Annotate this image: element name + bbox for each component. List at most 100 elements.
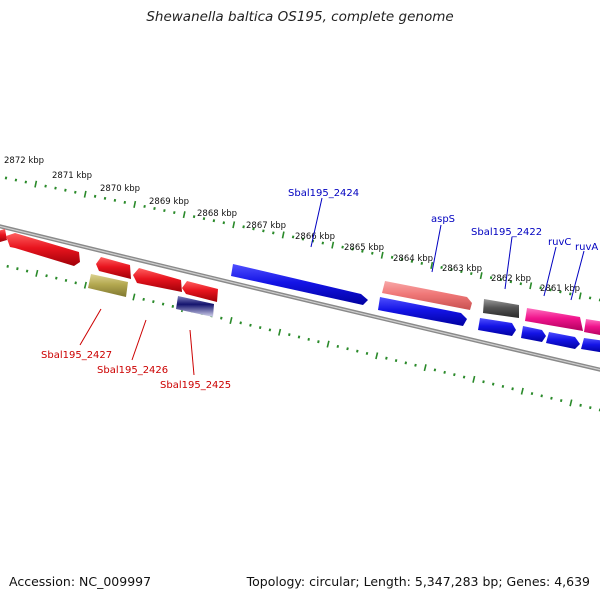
gene-label[interactable]: Sbal195_2425 (160, 380, 231, 391)
callout-line (310, 197, 323, 248)
gene-label[interactable]: ruvC (548, 237, 571, 248)
scale-tick-minor (288, 333, 291, 337)
scale-tick-minor (74, 281, 77, 285)
scale-tick-minor (291, 235, 295, 239)
scale-tick-minor (317, 340, 320, 344)
gene-feature-olive[interactable] (88, 274, 128, 297)
scale-tick-minor (301, 237, 305, 241)
scale-tick-minor (103, 196, 107, 200)
scale-tick-major (529, 282, 533, 290)
scale-tick-minor (450, 267, 453, 272)
gene-feature-blue[interactable] (521, 326, 546, 342)
scale-tick-minor (550, 396, 553, 400)
scale-tick-minor (262, 229, 265, 233)
scale-tick-minor (113, 198, 117, 202)
scale-tick-minor (460, 270, 463, 274)
scale-label: 2872 kbp (4, 156, 44, 166)
scale-tick-minor (6, 264, 9, 268)
callout-line (79, 308, 102, 346)
scale-ring-outer (4, 176, 600, 302)
scale-tick-major (232, 221, 236, 229)
scale-tick-minor (491, 382, 495, 386)
scale-tick-major (281, 231, 285, 239)
scale-tick-major (83, 190, 87, 198)
scale-tick-minor (462, 375, 466, 379)
scale-label: 2869 kbp (149, 197, 189, 207)
gene-label[interactable]: ruvA (575, 242, 598, 253)
scale-tick-minor (258, 326, 262, 330)
scale-tick-major (229, 317, 233, 324)
gene-feature-red[interactable] (96, 257, 131, 279)
scale-tick-minor (25, 269, 29, 273)
scale-tick-minor (311, 239, 315, 243)
scale-tick-minor (394, 359, 398, 363)
gene-feature-blue[interactable] (478, 318, 516, 336)
scale-tick-minor (220, 316, 223, 320)
scale-label: 2863 kbp (442, 264, 482, 274)
gene-feature-blue[interactable] (546, 332, 580, 349)
gene-feature-gray[interactable] (483, 299, 519, 318)
scale-tick-major (83, 281, 87, 289)
gene-label[interactable]: Sbal195_2424 (288, 188, 359, 199)
scale-tick-major (520, 387, 524, 395)
scale-tick-minor (351, 247, 354, 251)
accession-label: Accession: NC_009997 (9, 574, 152, 589)
scale-tick-minor (64, 278, 68, 282)
scale-tick-minor (509, 280, 513, 284)
scale-tick-minor (440, 265, 443, 269)
scale-tick-minor (152, 300, 155, 304)
gene-feature-ruva[interactable] (584, 319, 600, 336)
gene-feature-red[interactable] (182, 281, 218, 302)
scale-tick-minor (192, 215, 196, 219)
callout-line (570, 250, 585, 301)
scale-tick-minor (54, 186, 57, 190)
gene-label[interactable]: aspS (431, 214, 455, 225)
gene-feature-navy[interactable] (176, 296, 214, 317)
scale-label: 2870 kbp (100, 184, 140, 194)
scale-tick-minor (482, 380, 485, 384)
scale-tick-major (472, 375, 476, 383)
gene-feature-blue[interactable] (231, 264, 368, 305)
scale-tick-major (34, 180, 38, 188)
gene-feature-blue[interactable] (378, 297, 467, 326)
scale-tick-minor (202, 217, 206, 221)
scale-tick-major (430, 261, 434, 269)
scale-tick-minor (173, 211, 176, 215)
scale-tick-minor (336, 344, 340, 348)
scale-label: 2868 kbp (197, 209, 237, 219)
gene-label[interactable]: Sbal195_2427 (41, 350, 112, 361)
scale-tick-minor (242, 225, 245, 229)
scale-tick-minor (489, 276, 493, 280)
scale-tick-minor (559, 399, 563, 403)
scale-tick-minor (519, 282, 523, 286)
scale-tick-minor (297, 335, 301, 339)
gene-feature-red[interactable] (0, 229, 7, 242)
gene-feature-ruvc[interactable] (525, 308, 583, 331)
scale-tick-minor (74, 190, 77, 194)
scale-label: 2871 kbp (52, 171, 92, 181)
scale-tick-minor (400, 257, 404, 261)
scale-tick-minor (404, 361, 408, 365)
scale-tick-minor (45, 274, 48, 278)
scale-label: 2866 kbp (295, 232, 335, 242)
gene-feature-red[interactable] (6, 233, 80, 266)
scale-tick-minor (16, 267, 19, 271)
gene-feature-asps[interactable] (382, 281, 472, 310)
callout-line (431, 224, 442, 273)
gene-feature-red[interactable] (133, 268, 182, 292)
scale-tick-minor (569, 292, 572, 296)
scale-tick-minor (356, 349, 359, 353)
gene-label[interactable]: Sbal195_2426 (97, 365, 168, 376)
scale-tick-minor (499, 278, 503, 282)
scale-label: 2862 kbp (491, 274, 531, 284)
gene-feature-blue[interactable] (581, 338, 600, 353)
scale-tick-minor (321, 241, 325, 245)
scale-tick-minor (385, 356, 388, 360)
gene-label[interactable]: Sbal195_2422 (471, 227, 542, 238)
scale-tick-minor (390, 255, 394, 259)
scale-tick-minor (470, 272, 473, 276)
scale-tick-minor (365, 351, 369, 355)
scale-tick-minor (549, 288, 552, 292)
topology-label: Topology: circular; Length: 5,347,283 bp… (246, 574, 590, 589)
